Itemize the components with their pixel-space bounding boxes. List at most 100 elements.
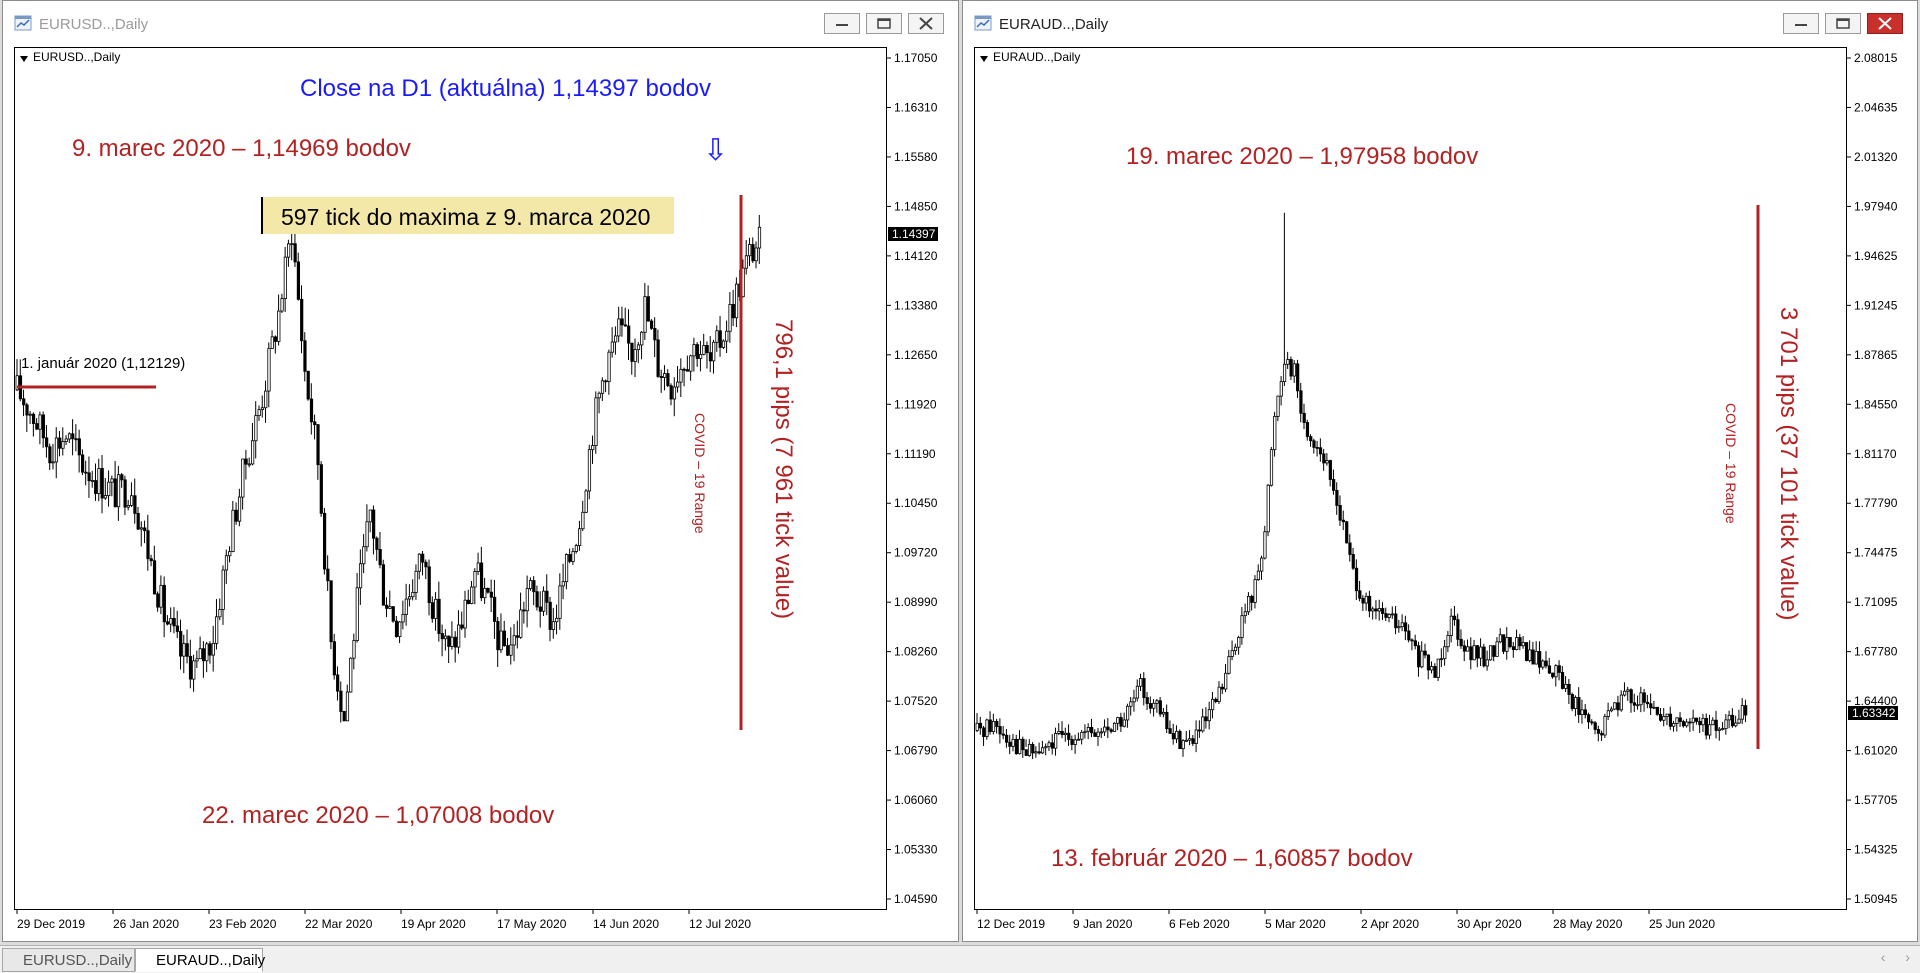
titlebar[interactable]: EURUSD..,Daily [3, 1, 958, 47]
close-button[interactable] [908, 13, 944, 34]
candle-body [1564, 683, 1568, 689]
candle-body [607, 351, 611, 382]
candle-body [411, 592, 415, 598]
candle-body [185, 643, 189, 657]
candle-body [365, 521, 369, 548]
candle-body [1260, 557, 1264, 572]
candle-body [519, 609, 523, 638]
candle-body [339, 690, 343, 712]
candle-body [1531, 649, 1535, 665]
maximize-button[interactable] [866, 13, 902, 34]
candle-body [1348, 542, 1352, 555]
candle-body [1668, 713, 1673, 727]
candle-body [473, 571, 477, 588]
candle-body [267, 347, 271, 392]
candle-body [107, 481, 111, 496]
candle-body [71, 433, 75, 440]
candle-body [1708, 724, 1712, 736]
candle-body [1011, 738, 1015, 747]
candle-body [1659, 713, 1663, 721]
candle-body [1243, 611, 1247, 617]
candle-body [1155, 700, 1159, 704]
candle-body [67, 433, 72, 440]
x-tick-label: 12 Dec 2019 [977, 917, 1045, 931]
scroll-left-icon[interactable]: ‹ [1880, 949, 1886, 965]
candle-body [1338, 505, 1342, 521]
candle-body [228, 551, 232, 557]
y-tick-label: 1.81170 [1854, 447, 1897, 461]
candle-body [260, 407, 265, 411]
candle-body [1475, 645, 1480, 659]
candle-body [1318, 447, 1323, 455]
candle-body [1286, 359, 1290, 365]
candle-body [1305, 422, 1310, 437]
candle-body [309, 398, 314, 423]
y-tick-label: 1.67780 [1854, 645, 1898, 659]
chart-window-eurusd[interactable]: EURUSD..,Daily EURUSD..,Daily 1.17050 1.16… [2, 0, 959, 942]
candle-body [159, 584, 163, 608]
high-annotation: 9. marec 2020 – 1,14969 bodov [72, 135, 411, 162]
candle-body [1593, 722, 1597, 730]
candle-body [1629, 689, 1633, 704]
candle-body [460, 624, 464, 629]
y-tick-label: 1.16310 [894, 100, 938, 114]
minimize-button[interactable] [1783, 13, 1819, 34]
candle-body [244, 458, 248, 465]
candle-body [1142, 678, 1146, 698]
candle-body [1220, 686, 1225, 690]
candle-body [649, 320, 654, 329]
candle-body [1005, 734, 1009, 743]
candle-body [672, 386, 677, 400]
candle-body [1289, 359, 1293, 377]
euraud-chart: EURAUD..,Daily 2.08015 2.04635 2.01320 1.979… [975, 50, 1898, 931]
close-button[interactable] [1867, 13, 1903, 34]
y-tick-label: 1.06790 [894, 744, 938, 758]
y-tick-label: 2.01320 [1854, 150, 1898, 164]
candle-body [38, 414, 42, 430]
candle-body [1642, 692, 1646, 703]
candle-body [669, 385, 673, 400]
candle-body [1178, 730, 1182, 750]
tab-eurusd-daily[interactable]: EURUSD..,Daily [2, 948, 135, 972]
y-tick-label: 1.08260 [894, 645, 938, 659]
candle-body [362, 546, 366, 565]
candle-body [1662, 716, 1666, 721]
candle-body [1717, 728, 1722, 731]
candle-body [1106, 726, 1110, 731]
candle-body [401, 614, 405, 623]
candle-body [659, 376, 663, 378]
candle-body [1446, 635, 1450, 648]
candle-body [77, 438, 81, 456]
candle-body [1485, 659, 1489, 667]
candle-body [1515, 637, 1519, 650]
covid-range-label: COVID – 19 Range [1723, 403, 1739, 524]
candle-body [113, 478, 117, 508]
candle-body [1090, 727, 1094, 734]
candle-body [597, 392, 601, 399]
candle-body [1328, 460, 1332, 480]
candle-body [1704, 717, 1709, 736]
minimize-button[interactable] [824, 13, 860, 34]
chart-window-euraud[interactable]: EURAUD..,Daily EURAUD..,Daily 2.08015 2.04… [962, 0, 1918, 942]
candle-body [476, 562, 480, 572]
candle-body [1734, 722, 1738, 727]
candle-body [1230, 650, 1234, 657]
maximize-button[interactable] [1825, 13, 1861, 34]
chart-plot-area[interactable] [974, 47, 1847, 910]
scroll-right-icon[interactable]: › [1905, 949, 1910, 965]
candle-body [581, 511, 585, 530]
tick-distance-box [262, 197, 674, 234]
tab-euraud-daily[interactable]: EURAUD..,Daily [135, 948, 265, 972]
candle-body [995, 721, 999, 727]
titlebar[interactable]: EURAUD..,Daily [963, 1, 1917, 47]
candle-body [1453, 615, 1457, 621]
candle-body [1332, 479, 1336, 491]
candle-body [175, 625, 180, 632]
candle-body [257, 409, 261, 417]
candle-body [166, 621, 170, 625]
candle-body [51, 461, 55, 464]
candle-body [1335, 490, 1339, 506]
candle-body [1570, 694, 1574, 709]
candle-body [316, 424, 320, 466]
candle-body [1207, 709, 1211, 722]
